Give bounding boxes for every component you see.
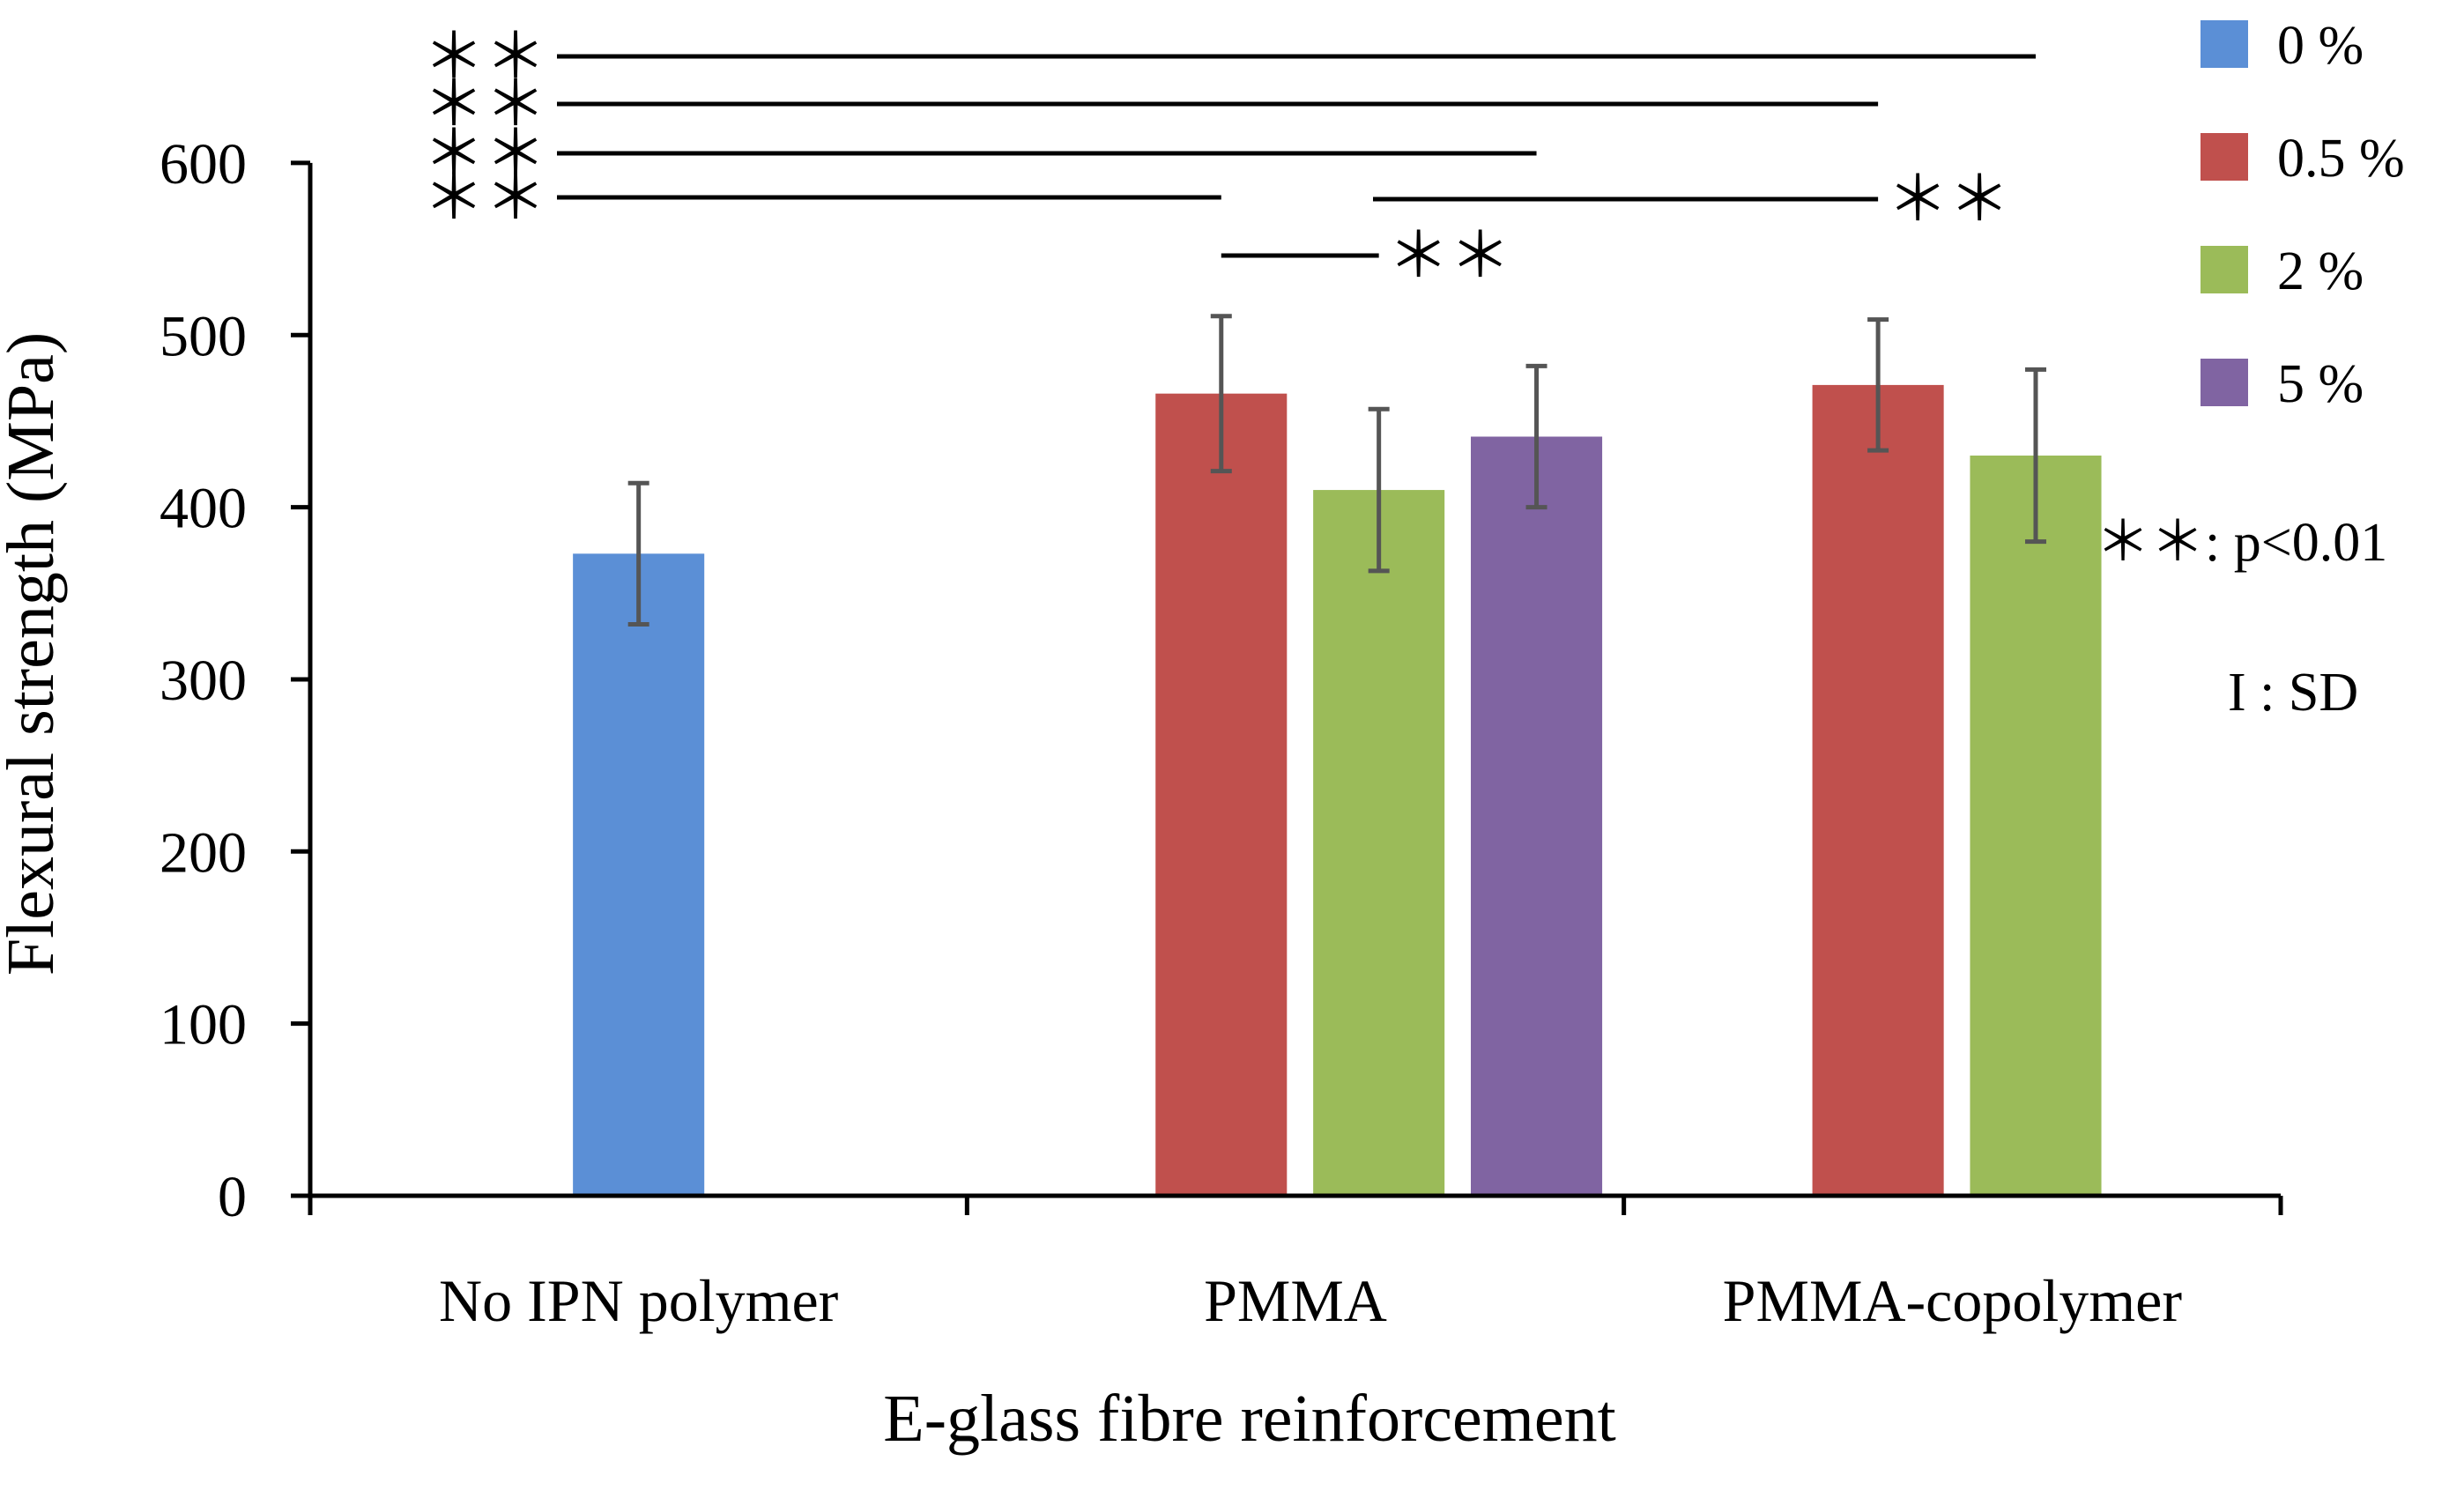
legend-label-0: 0 % xyxy=(2277,16,2364,76)
legend-swatch-0 xyxy=(2201,20,2248,68)
y-tick-label: 300 xyxy=(160,649,247,713)
y-tick-label: 100 xyxy=(160,993,247,1057)
ticks-layer: 0 100 200 300 400 500 600 No IPN polymer PMMA PMM… xyxy=(160,132,2283,1334)
error-bars-layer xyxy=(627,314,2046,627)
legend-label-0-5: 0.5 % xyxy=(2277,129,2405,189)
x-axis-title: E-glass fibre reinforcement xyxy=(883,1382,1615,1456)
significance-label-4: ＊＊ xyxy=(1887,167,2010,234)
x-tick-label: PMMA-copolymer xyxy=(1723,1267,2183,1334)
bar-pmma-copolymer-2 xyxy=(1970,455,2102,1196)
x-tick-label: PMMA xyxy=(1204,1267,1387,1334)
x-tick-label: No IPN polymer xyxy=(439,1267,839,1334)
legend-swatch-0-5 xyxy=(2201,133,2248,181)
significance-layer: ＊＊＊＊＊＊＊＊ ＊＊＊＊ xyxy=(423,24,2036,291)
significance-label-0: ＊＊ xyxy=(423,24,546,92)
legend-label-5: 5 % xyxy=(2277,354,2364,414)
significance-label-1: ＊＊ xyxy=(423,71,546,139)
significance-label-3: ＊＊ xyxy=(423,165,546,233)
y-axis-title: Flexural strength (MPa) xyxy=(0,332,68,975)
note-sd: I : SD xyxy=(2228,663,2358,723)
note-significance: ＊＊: p<0.01 xyxy=(2096,513,2387,573)
legend: 0 % 0.5 % 2 % 5 % xyxy=(2201,16,2405,414)
legend-label-2: 2 % xyxy=(2277,241,2364,301)
bar-pmma-2 xyxy=(1313,490,1445,1196)
bar-pmma-5 xyxy=(1471,436,1603,1197)
bar-no-ipn-polymer-0 xyxy=(573,553,705,1196)
legend-swatch-5 xyxy=(2201,359,2248,406)
bars-layer xyxy=(573,384,2102,1197)
legend-swatch-2 xyxy=(2201,246,2248,293)
bar-pmma-0-5 xyxy=(1155,393,1288,1196)
significance-label-2: ＊＊ xyxy=(423,121,546,189)
y-tick-label: 200 xyxy=(160,820,247,885)
y-tick-label: 400 xyxy=(160,477,247,541)
bar-pmma-copolymer-0-5 xyxy=(1812,384,1944,1196)
y-tick-label: 500 xyxy=(160,304,247,368)
y-tick-label: 600 xyxy=(160,132,247,197)
significance-label-5: ＊＊ xyxy=(1388,223,1511,291)
y-tick-label: 0 xyxy=(218,1165,247,1229)
